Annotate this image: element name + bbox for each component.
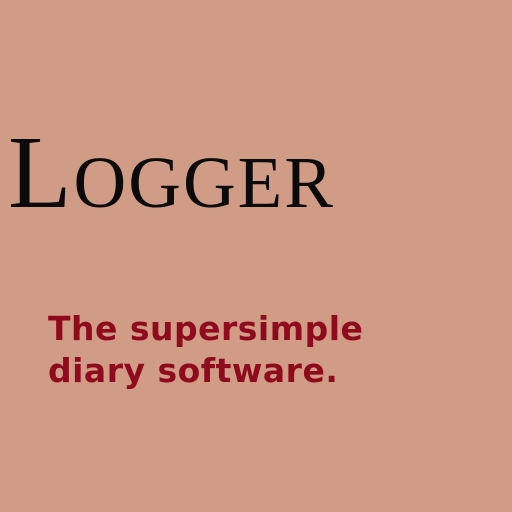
app-title: Logger <box>8 118 508 228</box>
tagline-line-1: The supersimple <box>48 308 488 350</box>
tagline-line-2: diary software. <box>48 350 488 392</box>
tagline: The supersimple diary software. <box>48 308 488 392</box>
